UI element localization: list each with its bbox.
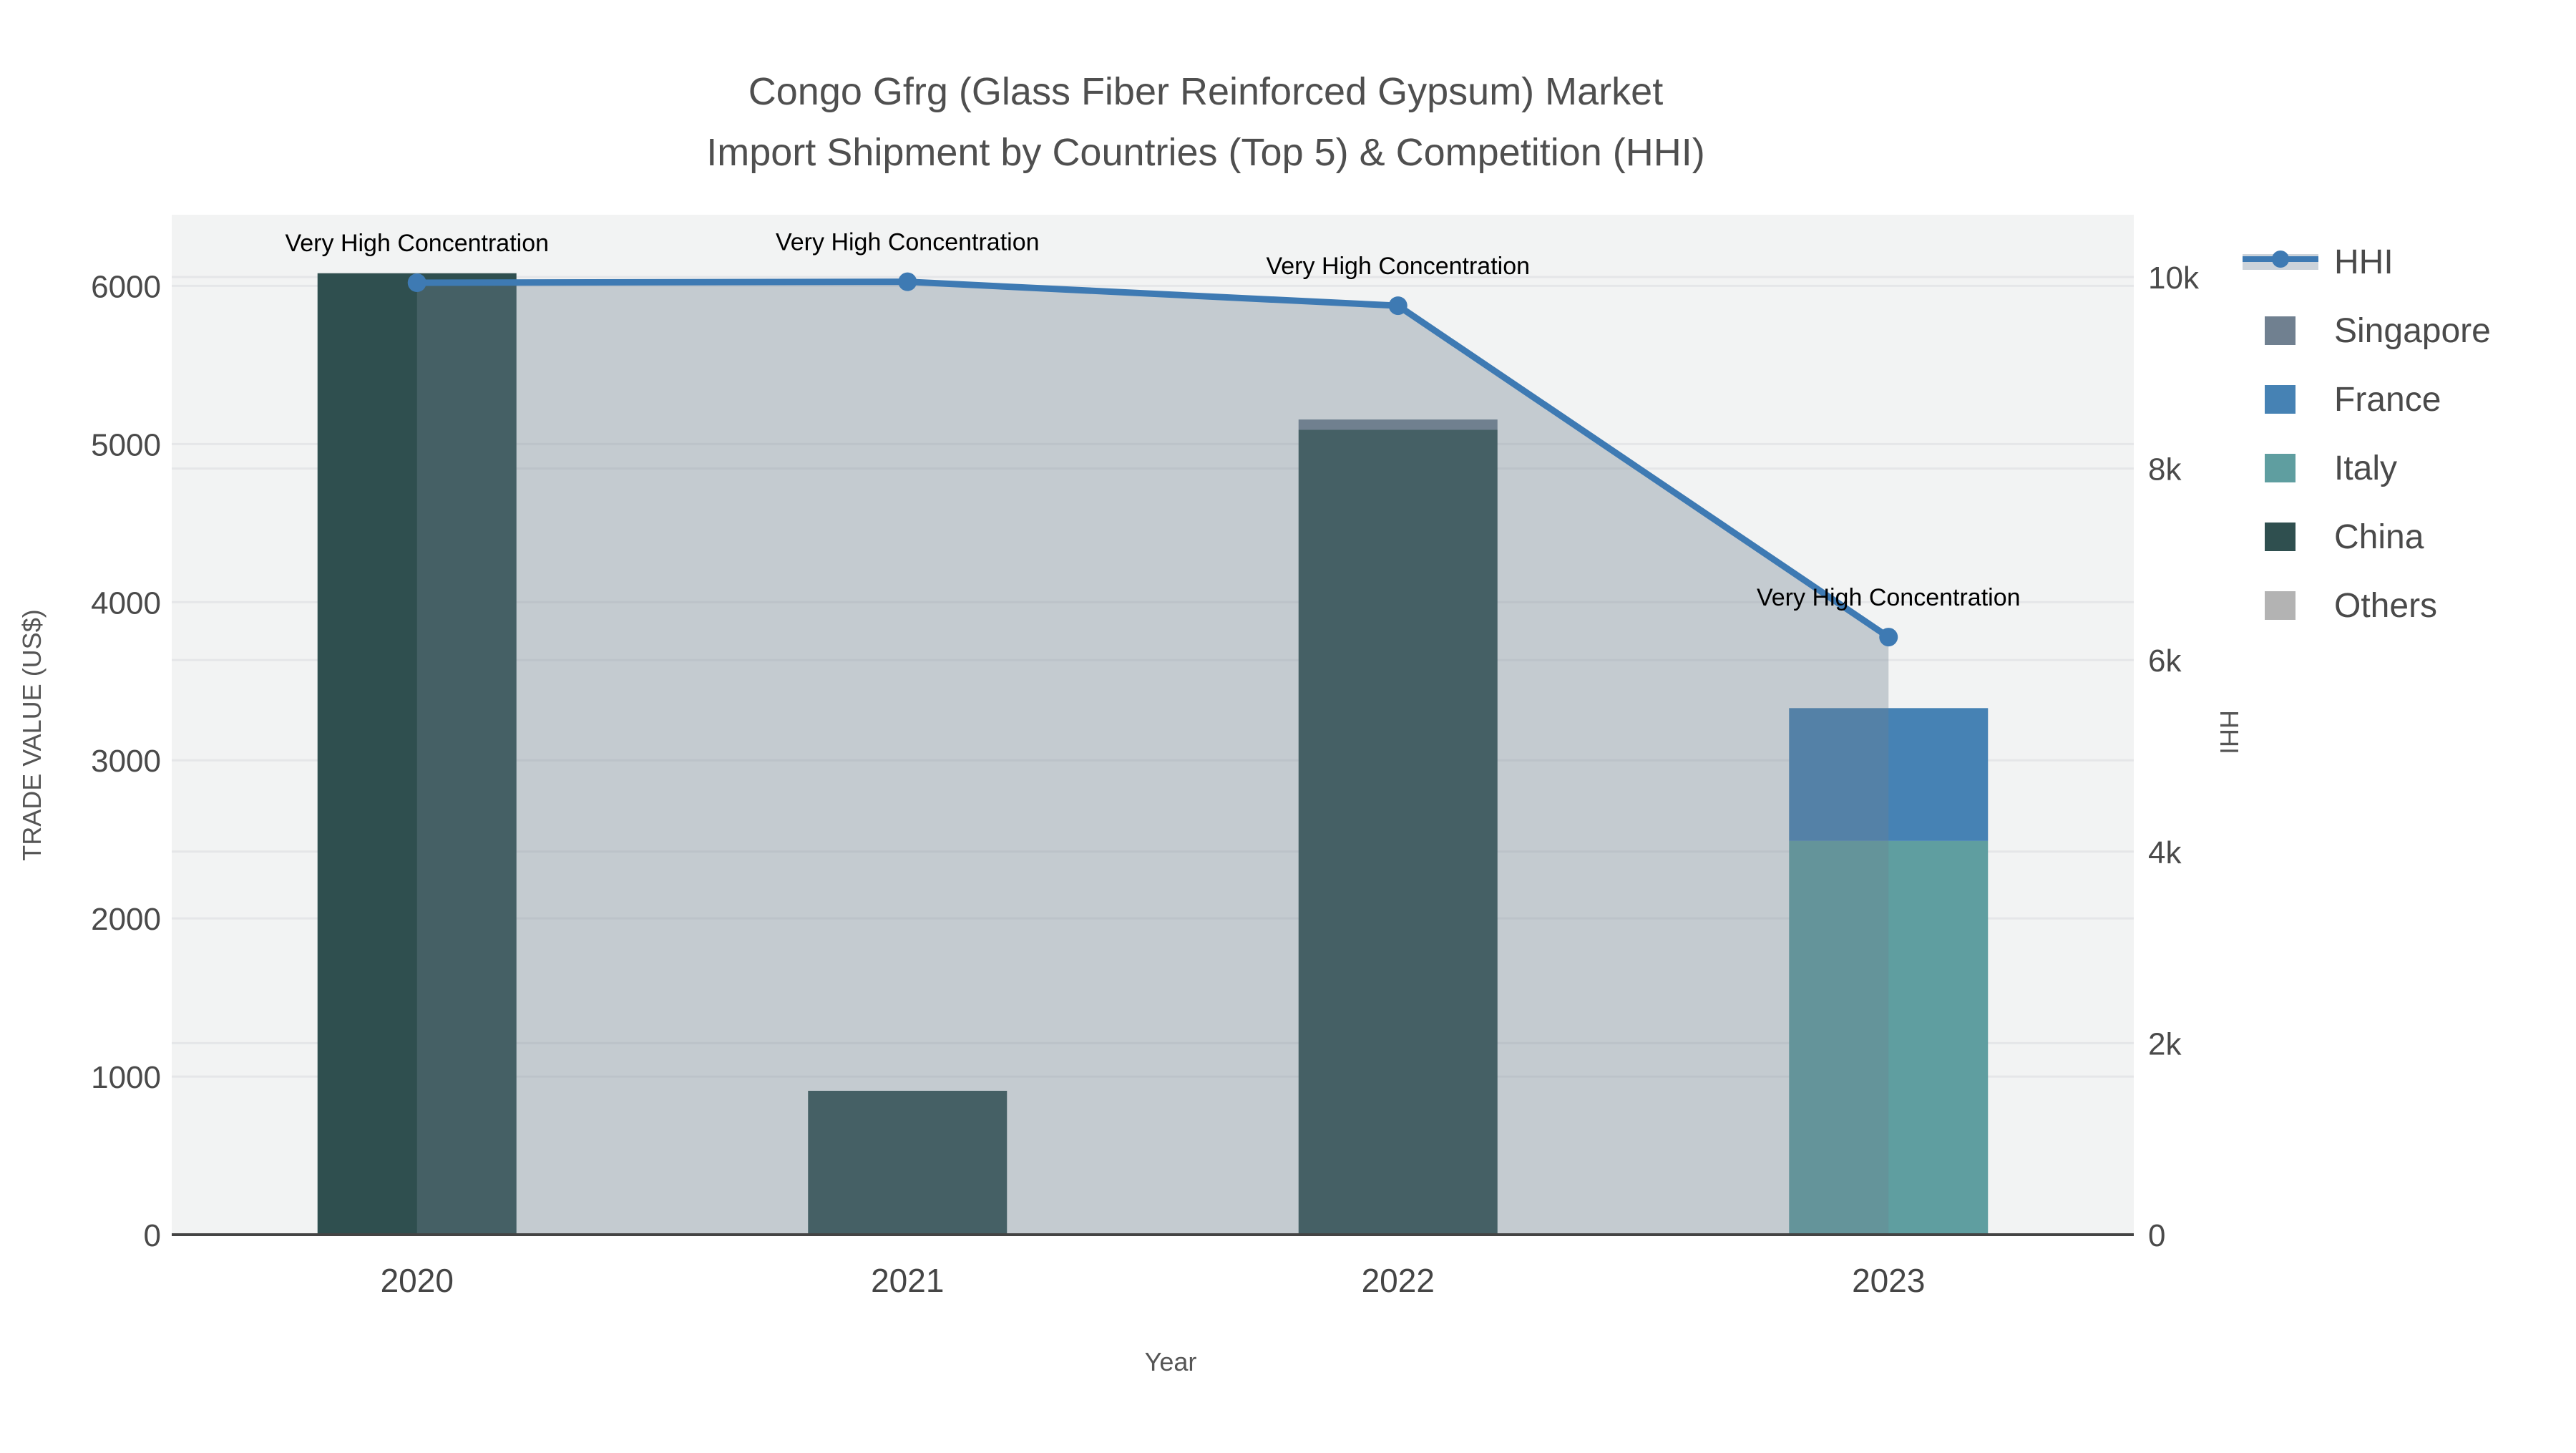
legend-item-france[interactable]: France [2265, 381, 2441, 419]
y-tick-left-6000: 6000 [91, 269, 161, 304]
y-tick-left-0: 0 [144, 1218, 161, 1253]
annotations: Very High Concentration Very High Concent… [285, 229, 2020, 611]
y-tick-left-4000: 4000 [91, 585, 161, 621]
hhi-marker-2023 [1879, 628, 1898, 647]
legend-item-hhi[interactable]: HHI [2243, 243, 2394, 281]
annotation-2023: Very High Concentration [1757, 584, 2021, 611]
legend-item-italy[interactable]: Italy [2265, 449, 2397, 487]
legend-label-singapore: Singapore [2334, 312, 2491, 350]
annotation-2021: Very High Concentration [776, 229, 1040, 256]
x-tick-2021: 2021 [871, 1262, 944, 1299]
bar-segment-china-2021 [808, 1090, 1008, 1235]
hhi-area-fill [416, 281, 1889, 1235]
legend: HHI Singapore France Italy China Others [2243, 243, 2491, 625]
hhi-marker-2020 [407, 273, 426, 292]
legend-label-china: China [2334, 518, 2424, 556]
legend-label-others: Others [2334, 587, 2437, 625]
chart-title: Congo Gfrg (Glass Fiber Reinforced Gypsu… [748, 70, 1663, 113]
bar-segment-singapore-2022 [1298, 419, 1498, 430]
legend-item-singapore[interactable]: Singapore [2265, 312, 2491, 350]
y-tick-left-3000: 3000 [91, 744, 161, 779]
annotation-2022: Very High Concentration [1266, 253, 1530, 280]
y-tick-right-8k: 8k [2148, 452, 2182, 487]
legend-label-france: France [2334, 381, 2441, 419]
legend-label-hhi: HHI [2334, 243, 2394, 281]
y-tick-left-2000: 2000 [91, 902, 161, 937]
bar-segment-france-2023 [1789, 708, 1989, 841]
legend-hhi-marker-icon [2272, 251, 2289, 268]
legend-swatch-singapore [2265, 316, 2296, 345]
x-tick-2023: 2023 [1852, 1262, 1925, 1299]
legend-swatch-france [2265, 385, 2296, 414]
left-axis-title: TRADE VALUE (US$) [17, 609, 47, 860]
y-tick-right-0: 0 [2148, 1218, 2165, 1253]
legend-swatch-others [2265, 591, 2296, 620]
y-tick-right-10k: 10k [2148, 261, 2200, 296]
hhi-marker-2022 [1388, 296, 1407, 316]
hhi-area [416, 281, 1889, 1235]
bar-segment-china-2020 [317, 273, 517, 1235]
hhi-marker-2021 [898, 272, 917, 291]
hhi-trend-line [416, 278, 1890, 640]
right-axis-ticks: 0 2k 4k 6k 8k 10k [2148, 261, 2200, 1253]
x-tick-2022: 2022 [1362, 1262, 1435, 1299]
y-tick-right-6k: 6k [2148, 643, 2182, 679]
legend-swatch-china [2265, 523, 2296, 551]
legend-item-china[interactable]: China [2265, 518, 2424, 556]
right-axis-title: HHI [2215, 710, 2244, 754]
annotation-2020: Very High Concentration [285, 230, 549, 257]
x-axis-title: Year [1145, 1347, 1197, 1376]
bar-series [317, 273, 1989, 1235]
y-tick-left-5000: 5000 [91, 427, 161, 462]
y-tick-right-4k: 4k [2148, 835, 2182, 870]
chart-subtitle: Import Shipment by Countries (Top 5) & C… [706, 131, 1705, 174]
x-axis-ticks: 2020 2021 2022 2023 [381, 1262, 1926, 1299]
hhi-line [407, 272, 1898, 647]
y-tick-left-1000: 1000 [91, 1060, 161, 1095]
legend-swatch-italy [2265, 454, 2296, 482]
legend-item-others[interactable]: Others [2265, 587, 2437, 625]
legend-label-italy: Italy [2334, 449, 2397, 487]
bar-segment-italy-2023 [1789, 840, 1989, 1235]
x-tick-2020: 2020 [381, 1262, 454, 1299]
left-axis-ticks: 0 1000 2000 3000 4000 5000 6000 [91, 269, 161, 1253]
y-tick-right-2k: 2k [2148, 1026, 2182, 1061]
bar-segment-china-2022 [1298, 429, 1498, 1235]
